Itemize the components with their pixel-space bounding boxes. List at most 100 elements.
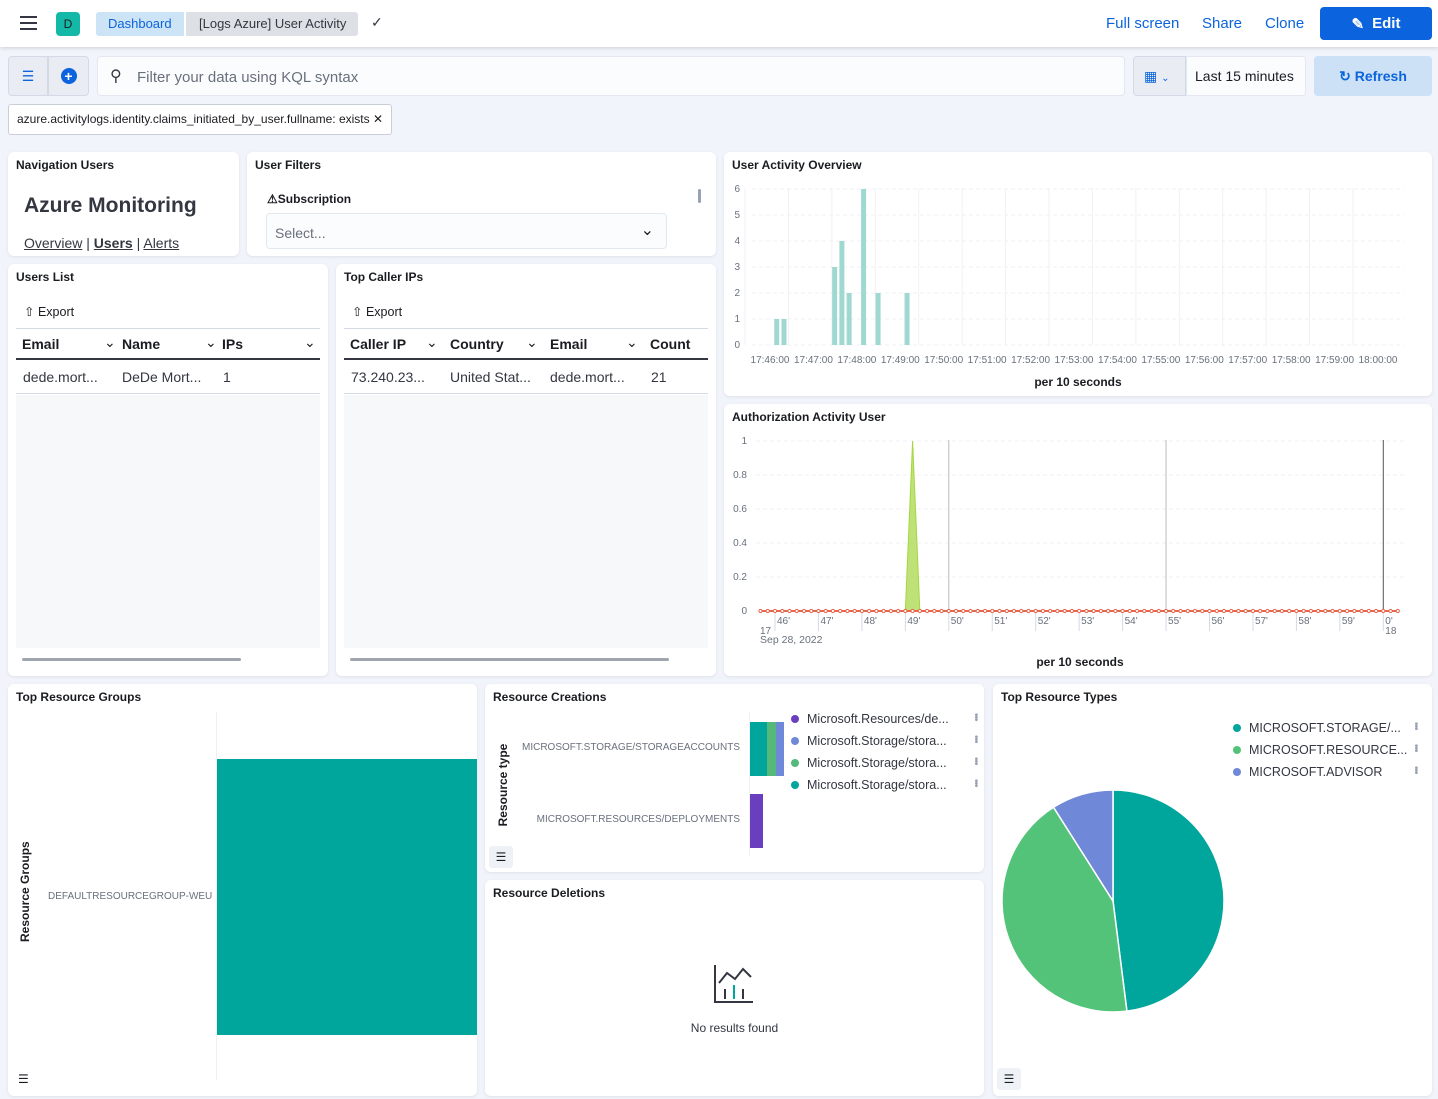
panel-top-resource-types: Top Resource Types MICROSOFT.STORAGE/...… — [993, 684, 1432, 1096]
data-point — [1214, 608, 1219, 614]
legend-item[interactable]: MICROSOFT.RESOURCE... — [1233, 743, 1407, 757]
filter-options-button[interactable]: ☰ — [8, 56, 48, 96]
data-point — [1048, 608, 1053, 614]
legend-toggle-icon[interactable]: ☰ — [18, 1072, 29, 1086]
breadcrumb-current: [Logs Azure] User Activity — [186, 12, 359, 36]
horizontal-scrollbar[interactable] — [350, 658, 669, 661]
overview-link[interactable]: Overview — [24, 235, 83, 251]
alerts-link[interactable]: Alerts — [143, 235, 180, 251]
chevron-down-icon[interactable]: ⌄ — [526, 334, 538, 350]
category-label: MICROSOFT.RESOURCES/DEPLOYMENTS — [536, 814, 740, 825]
user-activity-chart: 0 1 2 3 4 5 6 17:46:00 17:47:00 17:48:00 17:49:00 1… — [734, 184, 1404, 366]
panel-title: User Filters — [255, 158, 322, 172]
data-point — [1011, 608, 1017, 614]
panel-navigation-users: Navigation Users Azure Monitoring Overvi… — [8, 152, 239, 256]
menu-icon[interactable] — [20, 16, 37, 30]
x-tick-label: 17:59:00 — [1315, 355, 1354, 366]
col-country[interactable]: Country — [450, 336, 504, 352]
y-tick-label: 0.6 — [733, 504, 747, 515]
kql-search-input[interactable]: ⚲ Filter your data using KQL syntax — [97, 56, 1125, 96]
pie-slice — [1001, 806, 1128, 1013]
table-row[interactable]: 73.240.23... United Stat... dede.mort...… — [344, 362, 708, 394]
panel-title: Top Resource Groups — [16, 690, 142, 704]
data-point — [903, 608, 908, 614]
users-link[interactable]: Users — [93, 235, 133, 251]
legend-actions-icon[interactable]: ••• — [1410, 744, 1421, 752]
legend-item[interactable]: Microsoft.Storage/stora... — [791, 756, 947, 770]
data-point — [1243, 608, 1248, 614]
export-button[interactable]: ⇧ Export — [352, 305, 403, 319]
clone-link[interactable]: Clone — [1265, 15, 1305, 32]
bar — [774, 319, 780, 345]
legend-toggle-icon[interactable]: ☰ — [997, 1068, 1021, 1090]
legend-actions-icon[interactable]: ••• — [970, 713, 981, 721]
edit-button[interactable]: ✎ Edit — [1320, 7, 1432, 40]
data-point — [1120, 608, 1125, 614]
table-row[interactable]: dede.mort... DeDe Mort... 1 — [16, 362, 320, 394]
legend-item[interactable]: Microsoft.Storage/stora... — [791, 734, 947, 748]
x-tick-label: 18:00:00 — [1359, 355, 1398, 366]
y-axis-line — [749, 712, 750, 856]
data-point — [1106, 608, 1111, 614]
breadcrumb-dashboard[interactable]: Dashboard — [96, 12, 184, 36]
bar-segment[interactable] — [750, 794, 763, 848]
close-icon[interactable]: ✕ — [372, 112, 384, 126]
legend-item[interactable]: Microsoft.Resources/de... — [791, 712, 949, 726]
legend-item[interactable]: MICROSOFT.ADVISOR — [1233, 765, 1382, 779]
chevron-down-icon[interactable]: ⌄ — [426, 334, 438, 350]
filter-pill[interactable]: azure.activitylogs.identity.claims_initi… — [8, 104, 393, 135]
col-name[interactable]: Name — [122, 336, 161, 352]
y-tick-label: 6 — [734, 184, 740, 195]
data-point — [787, 608, 792, 614]
data-point — [780, 608, 785, 614]
data-point — [1040, 608, 1046, 614]
legend-actions-icon[interactable]: ••• — [1410, 766, 1421, 774]
refresh-button[interactable]: ↻ Refresh — [1314, 56, 1432, 96]
date-quick-menu[interactable]: ▦ ⌄ — [1133, 56, 1186, 96]
chevron-down-icon[interactable]: ⌄ — [205, 334, 217, 350]
data-point — [1019, 608, 1024, 614]
export-button[interactable]: ⇧ Export — [24, 305, 75, 319]
legend-actions-icon[interactable]: ••• — [970, 779, 981, 787]
x-tick-label: 47' — [820, 616, 833, 627]
legend-item[interactable]: MICROSOFT.STORAGE/... — [1233, 721, 1401, 735]
select-placeholder: Select... — [275, 225, 326, 241]
chevron-down-icon[interactable]: ⌄ — [104, 334, 116, 350]
share-link[interactable]: Share — [1202, 15, 1243, 32]
space-avatar[interactable]: D — [56, 12, 80, 36]
bar-defaultresourcegroup[interactable] — [217, 759, 477, 1035]
legend-actions-icon[interactable]: ••• — [970, 757, 981, 765]
bar-segment[interactable] — [767, 722, 776, 776]
horizontal-scrollbar[interactable] — [22, 658, 241, 661]
col-count[interactable]: Count — [650, 336, 691, 352]
chevron-down-icon[interactable]: ⌄ — [304, 334, 316, 350]
col-email[interactable]: Email — [550, 336, 588, 352]
scrollbar[interactable] — [698, 189, 701, 203]
legend-toggle-icon[interactable]: ☰ — [489, 846, 513, 868]
legend-item[interactable]: Microsoft.Storage/stora... — [791, 778, 947, 792]
add-filter-button[interactable]: + — [48, 56, 89, 96]
category-label: DEFAULTRESOURCEGROUP-WEU — [48, 891, 213, 902]
cell-email: dede.mort... — [23, 369, 98, 385]
pie-slice — [1052, 789, 1114, 904]
table-header: Email ⌄ Name ⌄ IPs ⌄ — [16, 329, 320, 360]
warning-icon: ⚠ — [267, 192, 278, 206]
col-caller-ip[interactable]: Caller IP — [350, 336, 407, 352]
chevron-down-icon: ⌄ — [1161, 73, 1170, 84]
data-point — [1395, 608, 1400, 614]
data-point — [896, 608, 901, 614]
y-tick-label: 0.8 — [733, 470, 747, 481]
time-range-display[interactable]: Last 15 minutes — [1186, 56, 1306, 96]
bar-segment[interactable] — [750, 722, 767, 776]
legend-actions-icon[interactable]: ••• — [970, 735, 981, 743]
col-email[interactable]: Email — [22, 336, 60, 352]
chevron-down-icon[interactable]: ⌄ — [626, 334, 638, 350]
legend-actions-icon[interactable]: ••• — [1410, 722, 1421, 730]
full-screen-link[interactable]: Full screen — [1106, 15, 1180, 32]
check-icon[interactable]: ✓ — [371, 14, 383, 30]
bar-segment[interactable] — [775, 722, 784, 776]
subscription-select[interactable]: Select... ⌄ — [266, 213, 667, 249]
y-tick-label: 0.4 — [733, 538, 747, 549]
cell-caller-ip: 73.240.23... — [351, 369, 425, 385]
col-ips[interactable]: IPs — [222, 336, 244, 352]
